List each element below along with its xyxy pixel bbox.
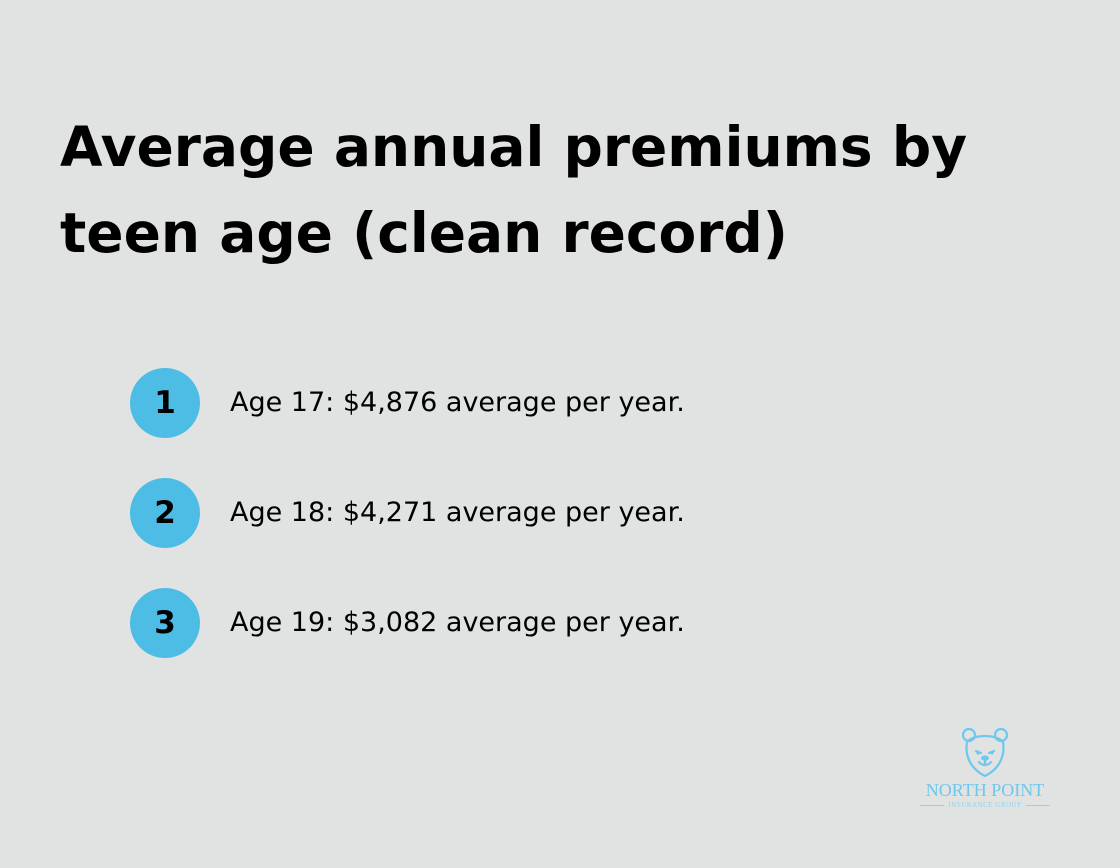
number-badge: 3	[130, 588, 200, 658]
page-title: Average annual premiums by teen age (cle…	[60, 115, 968, 265]
logo-subtitle: INSURANCE GROUP	[905, 801, 1065, 810]
item-text: Age 18: $4,271 average per year.	[230, 497, 685, 528]
bear-icon	[961, 727, 1009, 778]
logo-name: NORTH POINT	[925, 780, 1045, 800]
item-text: Age 17: $4,876 average per year.	[230, 387, 685, 418]
list-item: 2 Age 18: $4,271 average per year.	[130, 478, 1030, 548]
list-item: 1 Age 17: $4,876 average per year.	[130, 368, 1030, 438]
brand-logo: NORTH POINT INSURANCE GROUP	[905, 724, 1065, 814]
number-badge: 2	[130, 478, 200, 548]
number-badge: 1	[130, 368, 200, 438]
item-text: Age 19: $3,082 average per year.	[230, 607, 685, 638]
list-item: 3 Age 19: $3,082 average per year.	[130, 588, 1030, 658]
